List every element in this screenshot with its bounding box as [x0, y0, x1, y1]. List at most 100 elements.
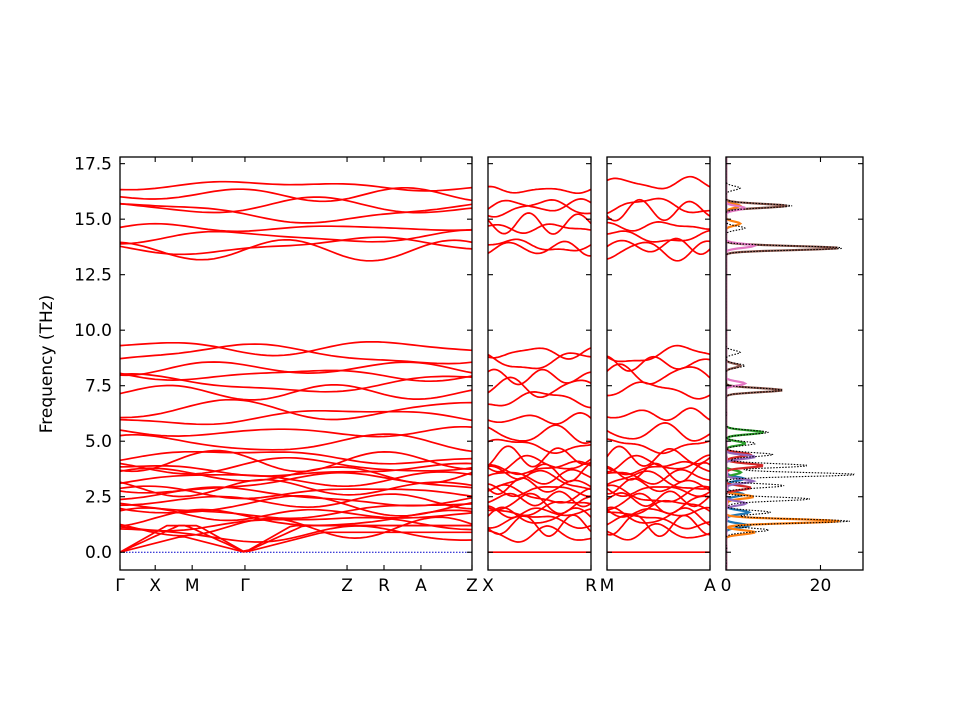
band-line — [120, 398, 472, 421]
band-line — [488, 492, 591, 515]
band-line — [120, 450, 472, 465]
band-line — [120, 222, 472, 233]
band-line — [488, 483, 591, 498]
band-line — [607, 175, 710, 190]
band-line — [607, 355, 710, 372]
band-line — [120, 524, 472, 553]
band-line — [488, 223, 591, 234]
band-line — [488, 199, 591, 218]
x-tick-label: R — [378, 576, 390, 596]
band-line — [607, 221, 710, 232]
y-tick-label: 10.0 — [74, 321, 112, 341]
y-tick-label: 15.0 — [74, 210, 112, 230]
band-line — [488, 352, 591, 370]
panels — [120, 157, 855, 570]
band-line — [488, 515, 591, 529]
band-line — [607, 438, 710, 455]
y-ticks: 0.0 2.5 5.0 7.5 10.0 12.5 15.0 17.5 — [74, 155, 863, 563]
band-line — [607, 499, 710, 516]
dos-total-series — [726, 157, 855, 570]
band-line — [488, 238, 591, 252]
band-line — [488, 412, 591, 425]
x-tick-label: R — [585, 576, 597, 596]
band-panel-2 — [488, 185, 591, 554]
band-line — [120, 343, 472, 365]
band-line — [120, 449, 472, 473]
band-line — [120, 493, 472, 510]
band-line — [607, 514, 710, 530]
band-line — [607, 237, 710, 256]
y-tick-label: 17.5 — [74, 155, 112, 175]
band-line — [488, 391, 591, 409]
x-tick-label: X — [482, 576, 494, 596]
band-line — [607, 445, 710, 467]
band-line — [120, 525, 472, 543]
band-line — [120, 425, 472, 438]
band-line — [607, 506, 710, 518]
band-line — [120, 433, 472, 453]
band-line — [488, 490, 591, 508]
x-tick-label: Z — [341, 576, 353, 596]
band-line — [488, 368, 591, 386]
x-tick-label: M — [600, 576, 615, 596]
dos-x-tick-label: 20 — [810, 576, 832, 596]
band-line — [120, 340, 472, 357]
band-line — [607, 344, 710, 363]
band-line — [607, 198, 710, 222]
band-panel-frame — [487, 156, 592, 571]
x-tick-label: X — [149, 576, 161, 596]
band-line — [488, 462, 591, 483]
y-tick-label: 7.5 — [85, 377, 112, 397]
x-tick-label: Γ — [115, 576, 125, 596]
x-tick-label: A — [415, 576, 427, 596]
band-line — [607, 407, 710, 422]
band-line — [120, 229, 472, 245]
band-line — [488, 438, 591, 454]
band-line — [488, 240, 591, 257]
band-line — [607, 468, 710, 485]
band-line — [120, 471, 472, 488]
band-panel-1 — [120, 180, 472, 554]
band-line — [607, 486, 710, 498]
dos-panel-frame — [725, 156, 864, 571]
x-tick-label: Γ — [240, 576, 250, 596]
band-line — [488, 212, 591, 235]
y-tick-label: 5.0 — [85, 432, 112, 452]
dos-x-tick-label: 0 — [721, 576, 732, 596]
dos-projected-series-5 — [726, 157, 757, 570]
band-line — [488, 347, 591, 360]
band-line — [488, 469, 591, 492]
band-line — [120, 369, 472, 383]
band-line — [120, 516, 472, 532]
band-line — [607, 522, 710, 541]
band-line — [607, 477, 710, 495]
band-line — [120, 409, 472, 426]
x-ticks: Γ X M Γ Z R A Z X R M A 0 20 — [115, 157, 831, 596]
band-line — [488, 484, 591, 504]
band-line — [607, 381, 710, 400]
band-line — [120, 203, 472, 224]
band-line — [120, 238, 472, 262]
y-tick-label: 2.5 — [85, 488, 112, 508]
band-line — [488, 454, 591, 473]
band-line — [607, 197, 710, 215]
band-line — [488, 445, 591, 468]
band-panel-frame — [606, 156, 711, 571]
band-line — [120, 456, 472, 475]
band-line — [607, 422, 710, 442]
band-line — [120, 478, 472, 498]
band-line — [607, 363, 710, 385]
x-tick-label: A — [704, 576, 716, 596]
band-panel-3 — [607, 175, 710, 554]
x-tick-label: Z — [466, 576, 478, 596]
band-line — [607, 490, 710, 508]
band-line — [488, 505, 591, 519]
band-line — [120, 531, 472, 554]
panel-frames — [119, 156, 864, 571]
band-line — [120, 462, 472, 477]
band-line — [120, 186, 472, 203]
band-line — [488, 424, 591, 444]
band-line — [488, 501, 591, 517]
